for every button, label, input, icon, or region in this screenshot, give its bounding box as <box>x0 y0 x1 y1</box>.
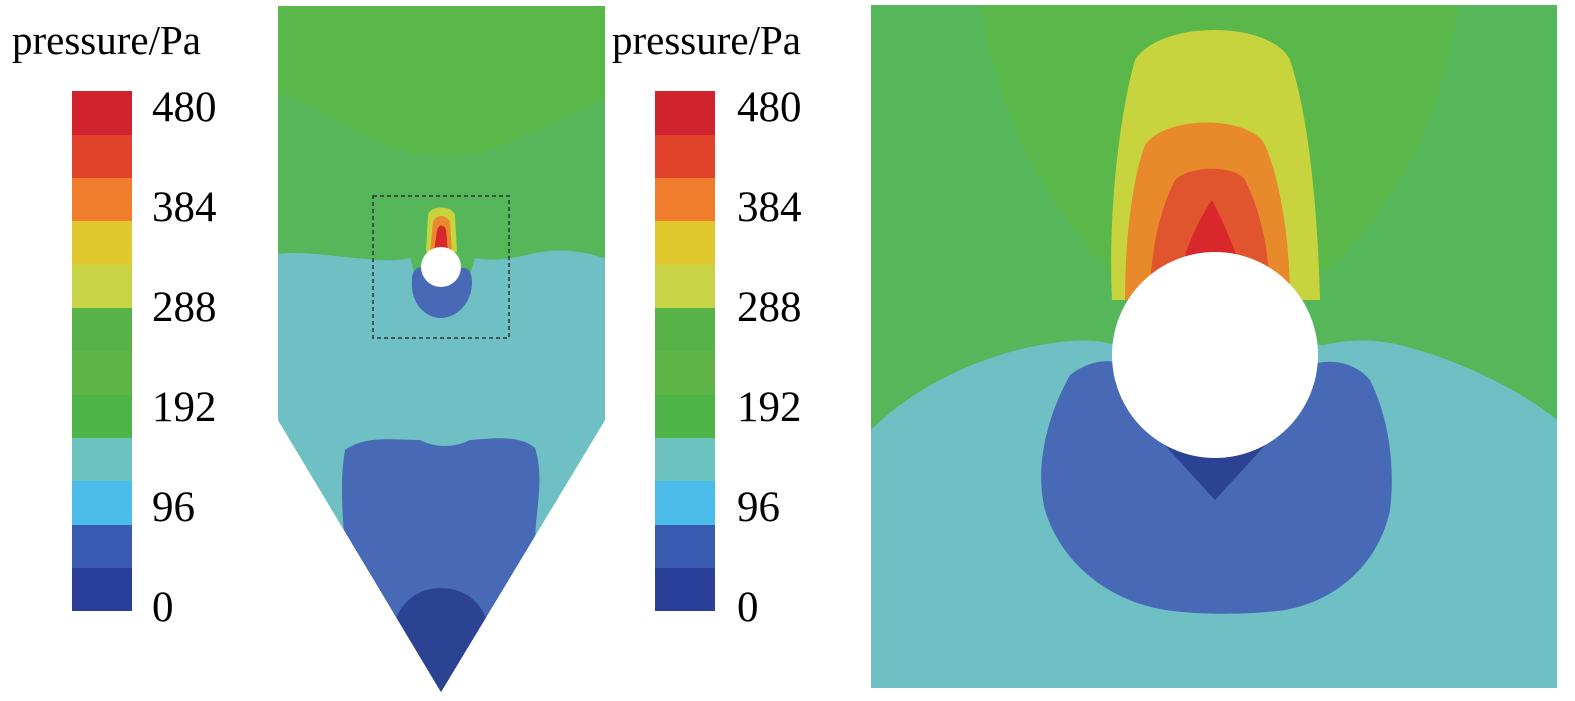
colorbar-band <box>655 264 715 309</box>
cylinder-obstacle <box>421 247 461 287</box>
colorbar-band <box>72 437 132 482</box>
colorbar-band <box>72 567 132 612</box>
colorbar-band <box>655 481 715 525</box>
colorbar-band <box>655 134 715 179</box>
colorbar-right-tick-192: 192 <box>737 384 802 431</box>
colorbar-band <box>655 177 715 222</box>
colorbar-band <box>655 567 715 612</box>
colorbar-left-tick-192: 192 <box>152 384 217 431</box>
colorbar-band <box>72 351 132 395</box>
hopper-pressure-field <box>278 6 605 692</box>
colorbar-right <box>655 91 715 612</box>
colorbar-right-tick-96: 96 <box>737 484 780 531</box>
colorbar-right-tick-480: 480 <box>737 84 802 131</box>
colorbar-title-left: pressure/Pa <box>12 17 202 63</box>
colorbar-band <box>72 481 132 525</box>
colorbar-band <box>72 91 132 135</box>
colorbar-band <box>655 524 715 569</box>
zoomed-pressure-field <box>871 5 1557 688</box>
colorbar-left-tick-288: 288 <box>152 284 217 331</box>
colorbar-band <box>72 221 132 265</box>
colorbar-band <box>655 221 715 265</box>
colorbar-band <box>655 394 715 439</box>
colorbar-band <box>655 351 715 395</box>
colorbar-band <box>72 177 132 222</box>
colorbar-right-tick-288: 288 <box>737 284 802 331</box>
colorbar-title-right: pressure/Pa <box>612 17 802 63</box>
field-upper-green-band <box>278 90 605 300</box>
colorbar-right-tick-384: 384 <box>737 184 802 231</box>
zoom-region-box <box>372 195 510 339</box>
colorbar-band <box>655 307 715 352</box>
colorbar-band <box>655 437 715 482</box>
colorbar-band <box>655 91 715 135</box>
colorbar-left <box>72 91 132 612</box>
colorbar-left-tick-480: 480 <box>152 84 217 131</box>
zoom-wake-tip <box>1160 440 1270 500</box>
colorbar-band <box>72 307 132 352</box>
colorbar-band <box>72 524 132 569</box>
colorbar-band <box>72 394 132 439</box>
colorbar-left-tick-96: 96 <box>152 484 195 531</box>
colorbar-left-tick-0: 0 <box>152 584 174 631</box>
field-stagnation-red <box>434 225 448 252</box>
colorbar-band <box>72 134 132 179</box>
field-apex-dark-blue <box>395 588 487 692</box>
colorbar-left-tick-384: 384 <box>152 184 217 231</box>
zoom-cylinder-obstacle <box>1112 252 1318 458</box>
colorbar-band <box>72 264 132 309</box>
colorbar-right-tick-0: 0 <box>737 584 759 631</box>
